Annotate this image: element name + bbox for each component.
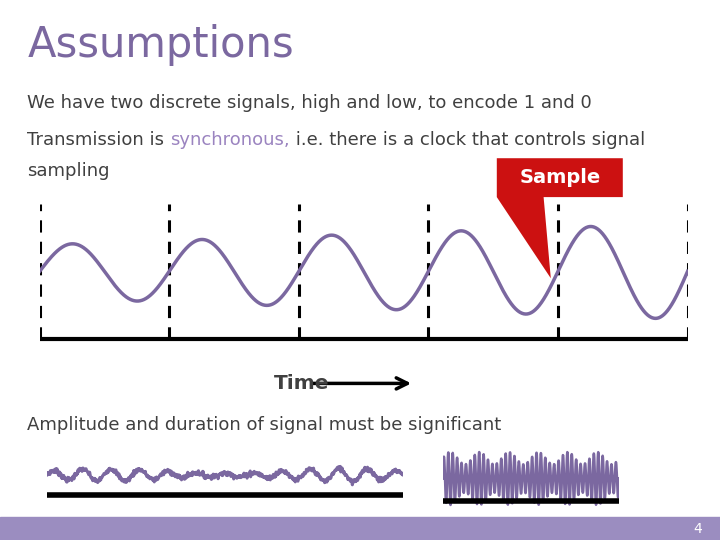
Polygon shape: [497, 158, 623, 278]
Text: Transmission is: Transmission is: [27, 131, 170, 149]
Text: We have two discrete signals, high and low, to encode 1 and 0: We have two discrete signals, high and l…: [27, 94, 592, 112]
Text: Time: Time: [274, 374, 329, 393]
Text: Sample: Sample: [519, 168, 600, 187]
Text: Assumptions: Assumptions: [27, 24, 294, 66]
Text: Amplitude and duration of signal must be significant: Amplitude and duration of signal must be…: [27, 416, 502, 434]
Text: i.e. there is a clock that controls signal: i.e. there is a clock that controls sign…: [289, 131, 645, 149]
Text: synchronous,: synchronous,: [170, 131, 289, 149]
Text: 4: 4: [693, 522, 702, 536]
Bar: [0, 517, 720, 540]
Text: sampling: sampling: [27, 162, 110, 180]
